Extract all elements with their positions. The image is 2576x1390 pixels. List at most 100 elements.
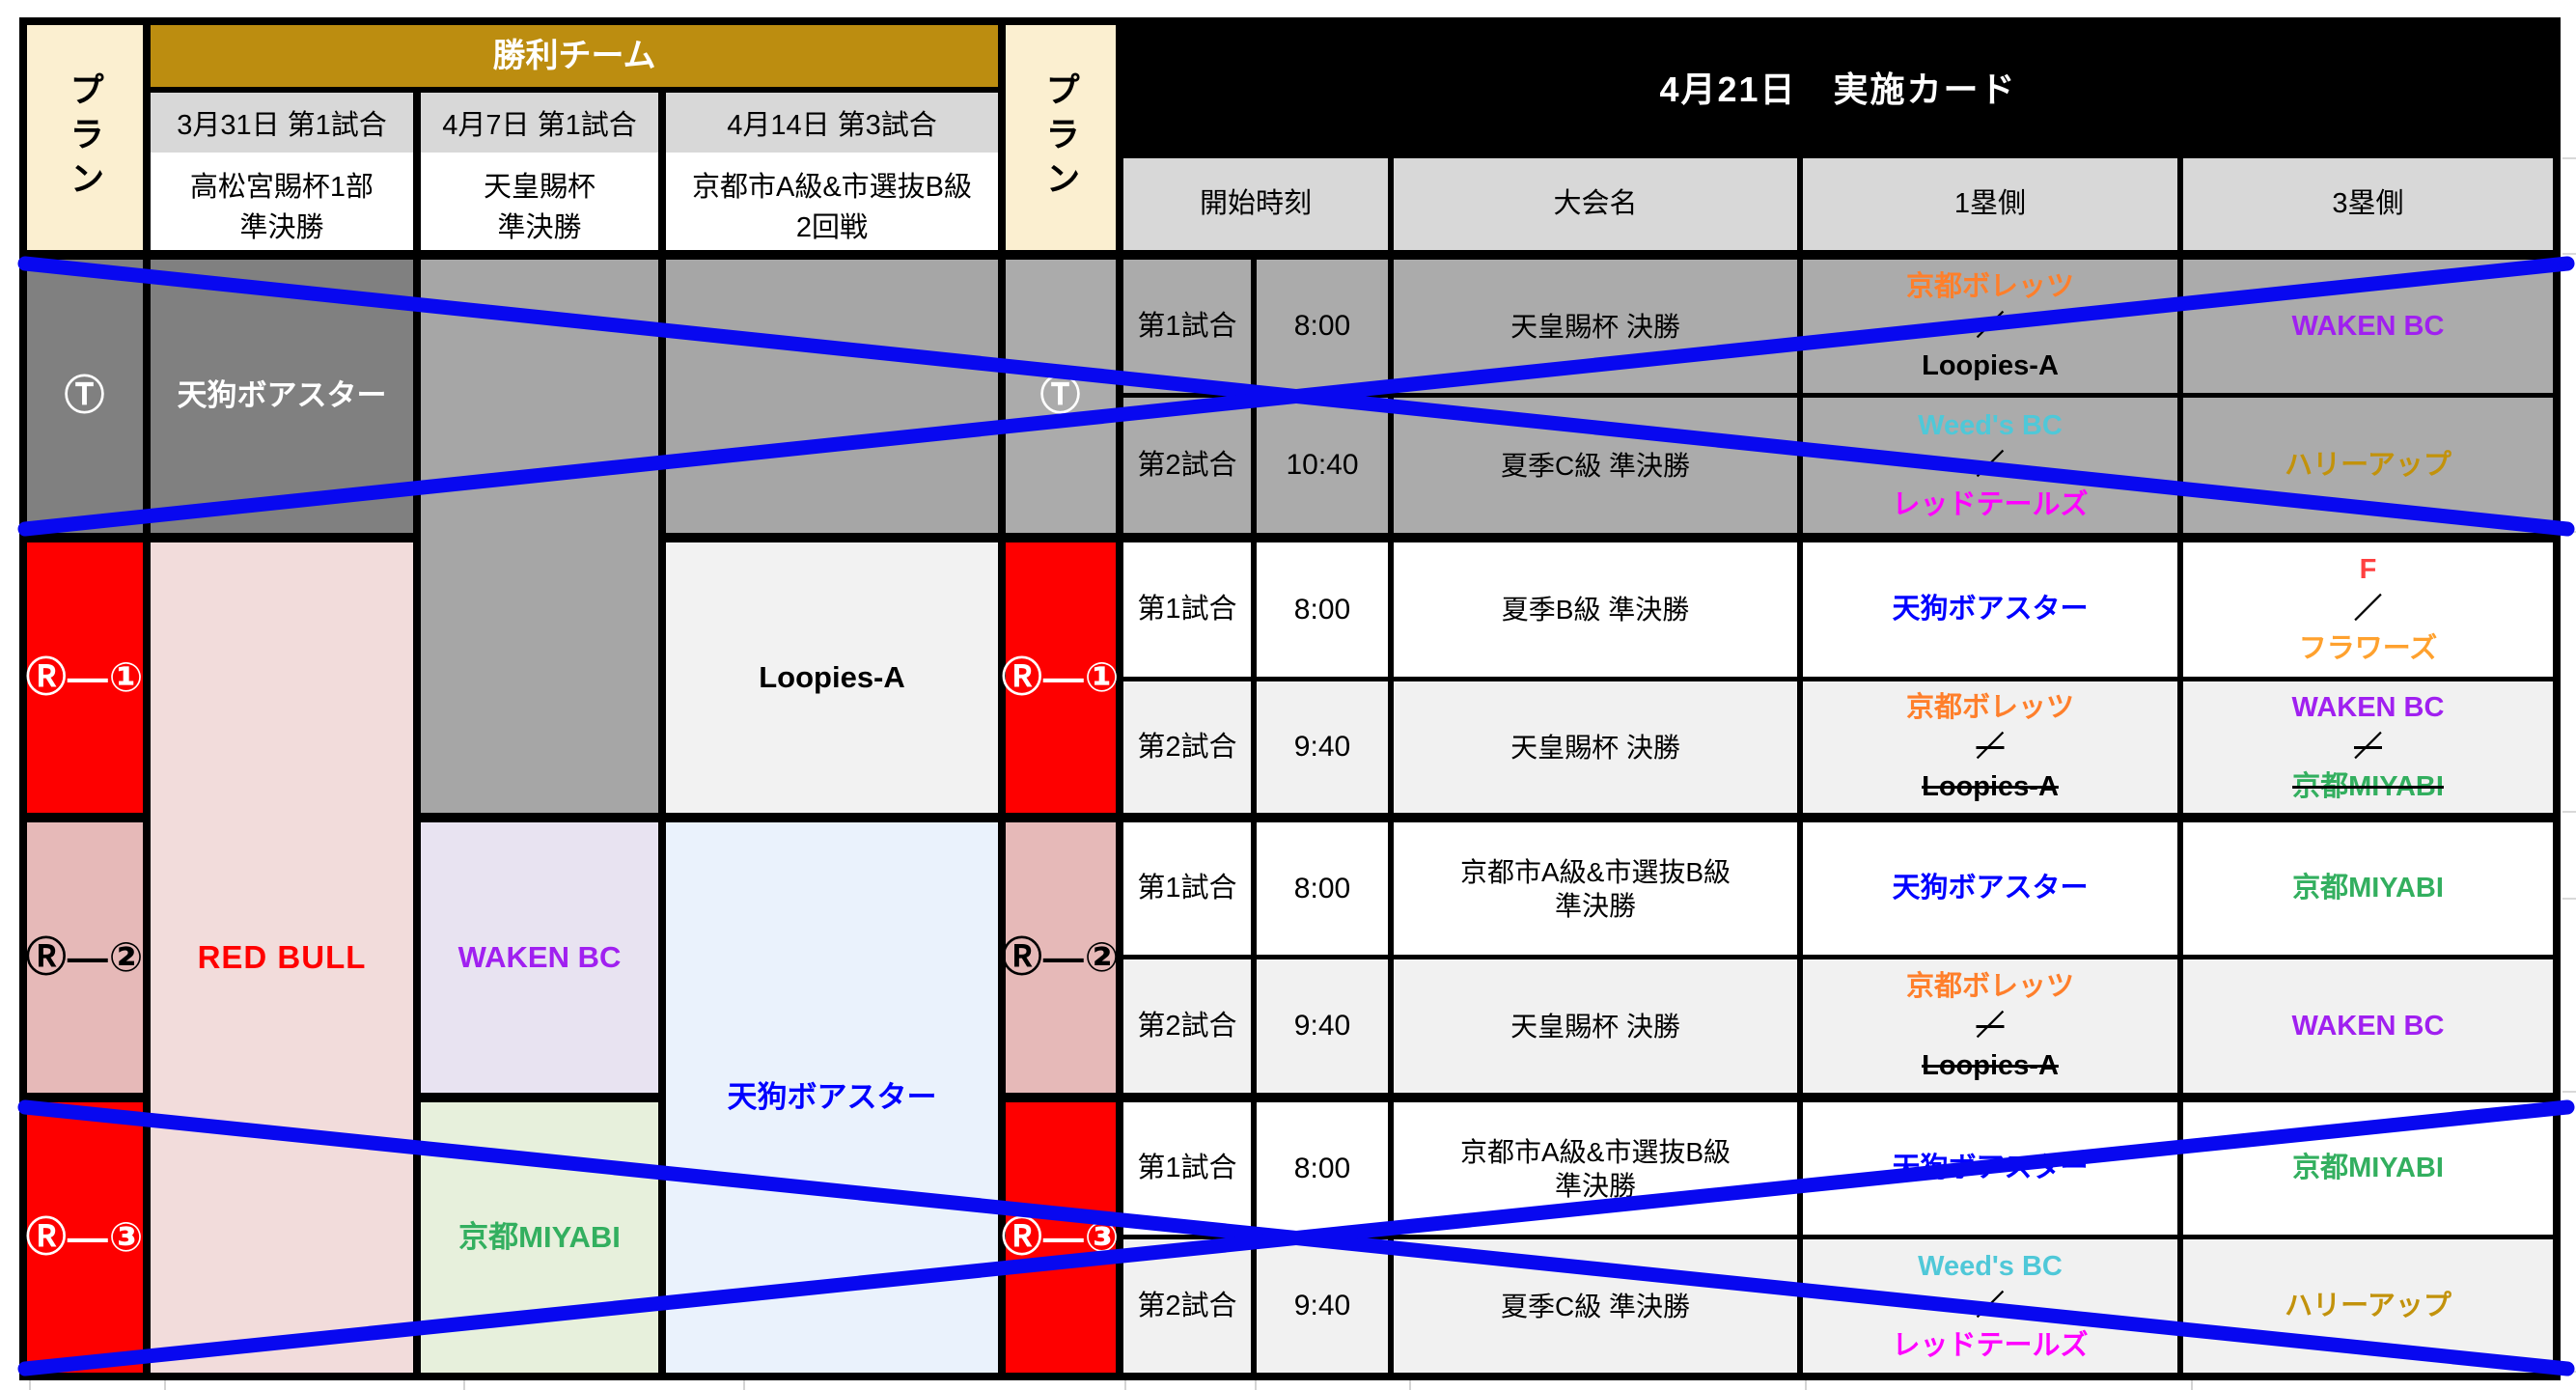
- plan-t-label-left: Ⓣ: [27, 260, 143, 533]
- game-number: 第1試合: [1123, 1102, 1251, 1235]
- game-tournament: 夏季C級 準決勝: [1394, 398, 1797, 533]
- game-number: 第2試合: [1123, 1239, 1251, 1373]
- gridline-stub: [1124, 1380, 1126, 1390]
- third-base-teams: 京都MIYABI: [2183, 822, 2553, 955]
- team-name: WAKEN BC: [2291, 691, 2445, 723]
- game-time: 9:40: [1257, 959, 1388, 1093]
- gridline-stub: [2562, 531, 2576, 533]
- round-column-apr7: 4月7日 第1試合 天皇賜杯 準決勝: [421, 93, 658, 250]
- gridline-stub: [29, 1380, 31, 1390]
- team-name: レッドテールズ: [1892, 488, 2089, 520]
- gridline-stub: [164, 1380, 166, 1390]
- third-base-teams: ハリーアップ: [2183, 398, 2553, 533]
- gridline-stub: [1409, 1380, 1411, 1390]
- divider: [421, 153, 658, 158]
- round-tournament: 天皇賜杯 準決勝: [483, 171, 596, 243]
- versus-slash: ／: [1976, 731, 2005, 763]
- column-header-tournament: 大会名: [1394, 158, 1797, 250]
- team-name: 京都MIYABI: [2292, 1153, 2444, 1183]
- tournament-schedule-table: プラン 勝利チーム 3月31日 第1試合 高松宮賜杯1部 準決勝 4月7日 第1…: [19, 17, 2561, 1380]
- gridline-stub: [2562, 253, 2576, 255]
- column-header-start-time: 開始時刻: [1123, 158, 1388, 250]
- column-header-first-base: 1塁側: [1803, 158, 2177, 250]
- versus-slash: ／: [2353, 594, 2382, 625]
- gridline-stub: [743, 1380, 745, 1390]
- game-time: 10:40: [1257, 398, 1388, 533]
- first-base-teams: Weed's BC ／ レッドテールズ: [1803, 398, 2177, 533]
- winner-cell-loopies: Loopies-A: [666, 542, 998, 813]
- gridline-stub: [2562, 157, 2576, 159]
- round-tournament: 高松宮賜杯1部 準決勝: [189, 171, 374, 243]
- winner-cell-red-bull: RED BULL: [151, 542, 413, 1373]
- team-name: フラワーズ: [2298, 633, 2438, 664]
- game-time: 8:00: [1257, 542, 1388, 677]
- team-name: ハリーアップ: [2285, 1290, 2451, 1321]
- gridline-stub: [463, 1380, 465, 1390]
- team-name: 京都ボレッツ: [1905, 270, 2074, 302]
- plan-r1-label-left: Ⓡ―①: [26, 542, 143, 813]
- third-base-teams: WAKEN BC: [2183, 959, 2553, 1093]
- empty-cell-apr14: [666, 260, 998, 533]
- empty-cell-apr7: [421, 260, 658, 813]
- round-column-apr14: 4月14日 第3試合 京都市A級&市選抜B級 2回戦: [666, 93, 998, 250]
- plan-r3-label-right: Ⓡ―③: [1002, 1102, 1119, 1373]
- game-time: 8:00: [1257, 1102, 1388, 1235]
- divider: [666, 153, 998, 158]
- third-base-teams: F ／ フラワーズ: [2183, 542, 2553, 677]
- team-name: WAKEN BC: [2291, 1010, 2445, 1042]
- game-number: 第2試合: [1123, 398, 1251, 533]
- team-name: 京都ボレッツ: [1905, 970, 2074, 1002]
- game-number: 第1試合: [1123, 542, 1251, 677]
- game-tournament: 京都市A級&市選抜B級 準決勝: [1394, 1102, 1797, 1235]
- versus-slash: ／: [1976, 449, 2005, 481]
- team-name: 天狗ボアスター: [1892, 594, 2089, 625]
- round-tournament: 京都市A級&市選抜B級 2回戦: [691, 171, 973, 243]
- first-base-teams: Weed's BC ／ レッドテールズ: [1803, 1239, 2177, 1373]
- plan-header-label: プラン: [65, 70, 105, 205]
- game-tournament: 天皇賜杯 決勝: [1394, 260, 1797, 393]
- third-base-teams: WAKEN BC: [2183, 260, 2553, 393]
- first-base-teams: 京都ボレッツ ／ Loopies-A: [1803, 959, 2177, 1093]
- plan-column-header-right: プラン: [1006, 25, 1116, 250]
- game-time: 8:00: [1257, 822, 1388, 955]
- versus-slash: ／: [1976, 310, 2005, 342]
- first-base-teams: 京都ボレッツ ／ Loopies-A: [1803, 260, 2177, 393]
- round-date: 4月7日 第1試合: [421, 93, 658, 153]
- gridline-stub: [2562, 811, 2576, 813]
- plan-header-label: プラン: [1040, 70, 1081, 205]
- winner-team-header: 勝利チーム: [151, 25, 998, 87]
- team-name: F: [2359, 554, 2377, 585]
- team-name: Weed's BC: [1918, 1250, 2063, 1282]
- game-tournament: 天皇賜杯 決勝: [1394, 681, 1797, 813]
- game-number: 第1試合: [1123, 260, 1251, 393]
- game-tournament: 夏季C級 準決勝: [1394, 1239, 1797, 1373]
- gridline-stub: [2562, 898, 2576, 900]
- plan-r2-label-right: Ⓡ―②: [1002, 822, 1119, 1093]
- team-name: 天狗ボアスター: [1892, 1153, 2089, 1183]
- divider: [151, 153, 413, 158]
- gridline-stub: [1255, 1380, 1257, 1390]
- winner-cell-tengu: 天狗ボアスター: [666, 822, 998, 1373]
- game-number: 第2試合: [1123, 681, 1251, 813]
- round-date: 3月31日 第1試合: [151, 93, 413, 153]
- first-base-teams: 天狗ボアスター: [1803, 1102, 2177, 1235]
- plan-t-label-right: Ⓣ: [1006, 260, 1116, 533]
- round-column-mar31: 3月31日 第1試合 高松宮賜杯1部 準決勝: [151, 93, 413, 250]
- team-name: Loopies-A: [1922, 1049, 2059, 1081]
- plan-r1-label-right: Ⓡ―①: [1002, 542, 1119, 813]
- game-time: 9:40: [1257, 681, 1388, 813]
- round-date: 4月14日 第3試合: [666, 93, 998, 153]
- match-card-title: 4月21日 実施カード: [1123, 25, 2553, 153]
- team-name: WAKEN BC: [2291, 310, 2445, 342]
- team-name: レッドテールズ: [1892, 1329, 2089, 1361]
- game-time: 8:00: [1257, 260, 1388, 393]
- team-name: 京都ボレッツ: [1905, 691, 2074, 723]
- third-base-teams: WAKEN BC ／ 京都MIYABI: [2183, 681, 2553, 813]
- plan-r2-label-left: Ⓡ―②: [26, 822, 143, 1093]
- versus-slash: ／: [2353, 731, 2382, 763]
- versus-slash: ／: [1976, 1290, 2005, 1321]
- gridline-stub: [2562, 1371, 2576, 1373]
- game-tournament: 夏季B級 準決勝: [1394, 542, 1797, 677]
- first-base-teams: 天狗ボアスター: [1803, 542, 2177, 677]
- team-name: 天狗ボアスター: [1892, 873, 2089, 904]
